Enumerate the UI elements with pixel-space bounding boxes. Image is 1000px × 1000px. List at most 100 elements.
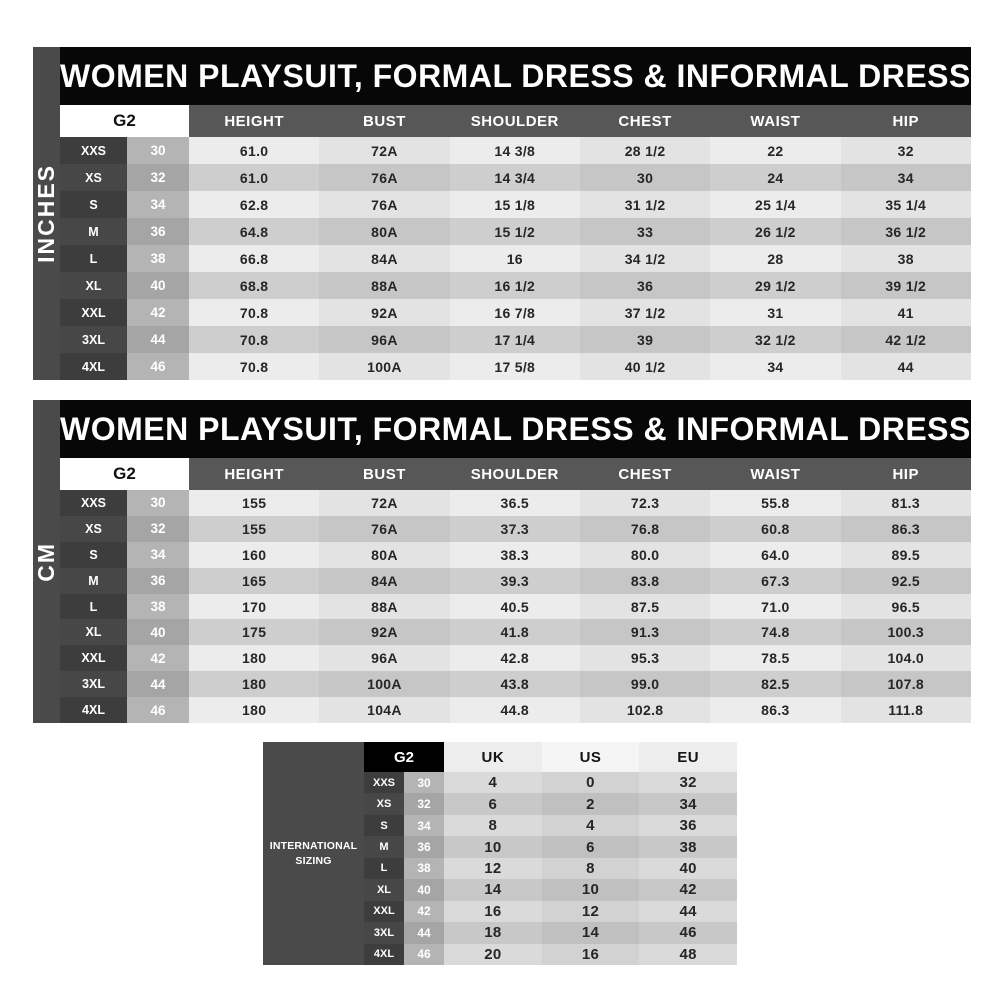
size-label-cell: XL (60, 272, 127, 299)
size-label-cell: L (364, 857, 404, 880)
value-cell: 17 5/8 (449, 353, 580, 380)
g2-number-cell: 34 (127, 541, 189, 568)
value-cell: 41.8 (449, 619, 580, 646)
value-cell: 64.0 (710, 541, 841, 568)
value-cell: 72A (319, 137, 450, 164)
table-row: XXL 42 16 12 44 (364, 900, 738, 923)
column-header-waist: WAIST (710, 105, 841, 137)
table-row: M 36 165 84A 39.3 83.8 67.3 92.5 (60, 567, 971, 594)
international-size-table: INTERNATIONAL SIZING G2 UK US EU XXS 30 4 0 32… (263, 742, 738, 965)
value-cell: 43.8 (449, 671, 580, 698)
unit-sidebar-inches: INCHES (33, 47, 60, 380)
value-cell: 70.8 (189, 353, 320, 380)
value-cell: 91.3 (579, 619, 711, 646)
table-row: 4XL 46 20 16 48 (364, 943, 738, 965)
g2-corner-header: G2 (364, 742, 444, 772)
g2-number-cell: 38 (127, 245, 189, 272)
value-cell: 80.0 (579, 541, 711, 568)
size-label-cell: 3XL (60, 326, 127, 353)
column-header-row: G2 UK US EU (364, 742, 738, 772)
size-label-cell: 4XL (364, 943, 404, 965)
value-cell: 32 (840, 137, 971, 164)
g2-number-cell: 32 (404, 793, 444, 815)
g2-number-cell: 30 (127, 137, 189, 164)
value-cell: 33 (579, 218, 711, 245)
size-label-cell: S (60, 541, 127, 568)
size-label-cell: XL (364, 879, 404, 901)
value-cell: 88A (319, 272, 450, 299)
table-row: XL 40 14 10 42 (364, 879, 738, 901)
value-cell: 38 (639, 836, 738, 858)
value-cell: 10 (444, 836, 542, 858)
value-cell: 160 (189, 541, 320, 568)
value-cell: 155 (189, 490, 320, 516)
unit-sidebar-cm: CM (33, 400, 60, 723)
value-cell: 81.3 (840, 490, 971, 516)
value-cell: 20 (444, 943, 542, 965)
table-body: XXS 30 155 72A 36.5 72.3 55.8 81.3 XS 32 155 76A 37.… (60, 490, 971, 724)
value-cell: 32 1/2 (710, 326, 841, 353)
value-cell: 44 (639, 900, 738, 923)
size-label-cell: XXS (60, 490, 127, 516)
value-cell: 6 (444, 793, 542, 815)
inches-size-table: INCHES WOMEN PLAYSUIT, FORMAL DRESS & IN… (33, 47, 971, 380)
g2-number-cell: 36 (127, 218, 189, 245)
table-row: XXL 42 70.8 92A 16 7/8 37 1/2 31 41 (60, 299, 971, 326)
value-cell: 84A (319, 245, 450, 272)
column-header-height: HEIGHT (189, 105, 320, 137)
value-cell: 14 3/4 (449, 164, 580, 191)
table-row: M 36 64.8 80A 15 1/2 33 26 1/2 36 1/2 (60, 218, 971, 245)
g2-number-cell: 32 (127, 164, 189, 191)
column-header-row: G2 HEIGHT BUST SHOULDER CHEST WAIST HIP (60, 458, 971, 490)
value-cell: 55.8 (710, 490, 841, 516)
international-sizing-label: INTERNATIONAL SIZING (263, 742, 364, 965)
table-row: L 38 170 88A 40.5 87.5 71.0 96.5 (60, 593, 971, 620)
value-cell: 76A (319, 191, 450, 218)
value-cell: 16 (449, 245, 580, 272)
table-body: XXS 30 4 0 32 XS 32 6 2 34 S 34 8 4 36 M 36 10 6 38 L 38 12 8 40… (364, 772, 738, 965)
size-label-cell: XXL (60, 299, 127, 326)
value-cell: 175 (189, 619, 320, 646)
value-cell: 96.5 (840, 593, 971, 620)
g2-number-cell: 32 (127, 515, 189, 542)
value-cell: 155 (189, 515, 320, 542)
value-cell: 12 (541, 900, 640, 923)
size-label-cell: XXL (60, 645, 127, 672)
value-cell: 86.3 (840, 515, 971, 542)
column-header-chest: CHEST (579, 105, 711, 137)
value-cell: 15 1/8 (449, 191, 580, 218)
g2-number-cell: 38 (127, 593, 189, 620)
value-cell: 39.3 (449, 567, 580, 594)
table-row: S 34 62.8 76A 15 1/8 31 1/2 25 1/4 35 1/4 (60, 191, 971, 218)
value-cell: 14 (541, 922, 640, 944)
size-label-cell: S (364, 814, 404, 837)
value-cell: 32 (639, 772, 738, 794)
table-row: M 36 10 6 38 (364, 836, 738, 858)
value-cell: 74.8 (710, 619, 841, 646)
value-cell: 8 (444, 814, 542, 837)
g2-number-cell: 46 (127, 697, 189, 724)
g2-number-cell: 34 (404, 814, 444, 837)
value-cell: 180 (189, 697, 320, 724)
size-label-cell: 3XL (364, 922, 404, 944)
value-cell: 22 (710, 137, 841, 164)
g2-number-cell: 38 (404, 857, 444, 880)
size-label-cell: XXS (60, 137, 127, 164)
table-main: WOMEN PLAYSUIT, FORMAL DRESS & INFORMAL … (60, 47, 971, 380)
value-cell: 14 (444, 879, 542, 901)
value-cell: 180 (189, 671, 320, 698)
value-cell: 82.5 (710, 671, 841, 698)
value-cell: 76A (319, 515, 450, 542)
value-cell: 99.0 (579, 671, 711, 698)
value-cell: 86.3 (710, 697, 841, 724)
value-cell: 76.8 (579, 515, 711, 542)
value-cell: 16 (444, 900, 542, 923)
value-cell: 38.3 (449, 541, 580, 568)
value-cell: 180 (189, 645, 320, 672)
table-row: XXS 30 4 0 32 (364, 772, 738, 794)
value-cell: 2 (541, 793, 640, 815)
table-row: 4XL 46 180 104A 44.8 102.8 86.3 111.8 (60, 697, 971, 724)
value-cell: 68.8 (189, 272, 320, 299)
value-cell: 40 (639, 857, 738, 880)
g2-number-cell: 44 (127, 671, 189, 698)
